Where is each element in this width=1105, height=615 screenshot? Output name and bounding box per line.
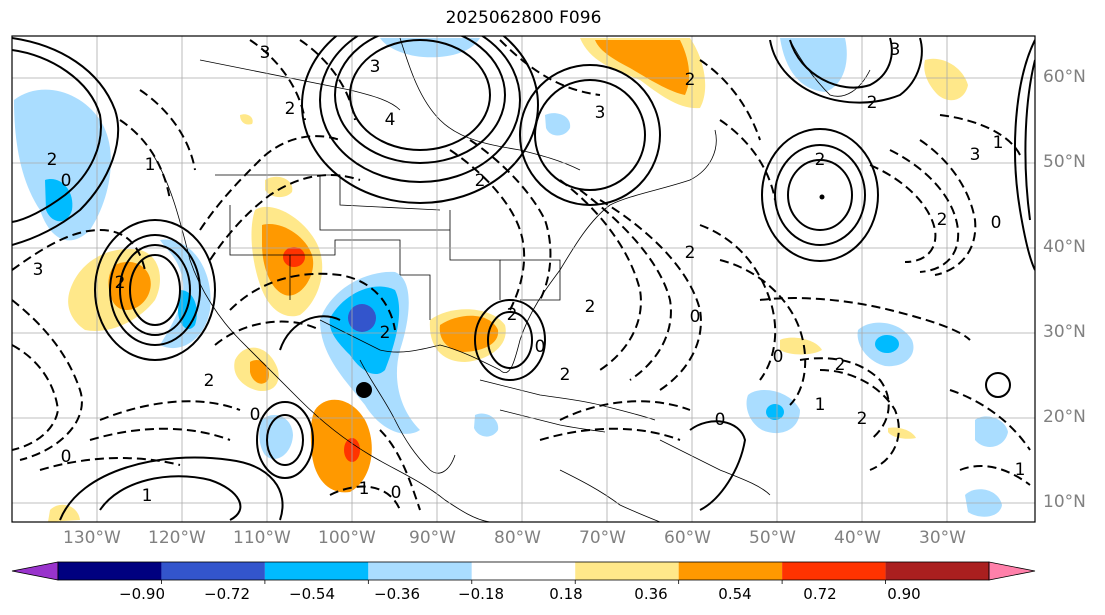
contour-label: 1 — [815, 395, 826, 415]
contour-label: 0 — [535, 337, 546, 357]
map-background — [12, 36, 1035, 522]
contour-label: 1 — [1015, 460, 1026, 480]
colorbar-tick: −0.54 — [289, 585, 335, 603]
contour-labels: 3 2 2 0 1 3 2 3 2 4 3 2 3 2 2 3 2 1 0 2 … — [33, 40, 1026, 506]
anomaly-blue-small — [545, 113, 571, 136]
contour-label: 0 — [690, 307, 701, 327]
colorbar-tick: 0.90 — [887, 585, 921, 603]
contour-label: 2 — [204, 371, 215, 391]
contour-label: 2 — [867, 93, 878, 113]
contour-label: 2 — [285, 99, 296, 119]
contour-label: 3 — [260, 43, 271, 63]
lon-label: 90°W — [409, 528, 456, 548]
lon-label: 60°W — [664, 528, 711, 548]
lon-label: 70°W — [579, 528, 626, 548]
anomaly-warm-south — [310, 399, 372, 493]
contour-label: 2 — [685, 243, 696, 263]
lat-label: 60°N — [1043, 67, 1086, 87]
contour-label: 3 — [970, 145, 981, 165]
contour-label: 1 — [359, 479, 370, 499]
contour-label: 2 — [560, 365, 571, 385]
graticule — [12, 36, 1035, 522]
anomaly-warm-west-peak — [283, 247, 305, 267]
contour-label: 0 — [61, 447, 72, 467]
lat-label: 40°N — [1043, 237, 1086, 257]
solid-contours — [12, 36, 1035, 521]
anomaly-warm-greenland — [924, 58, 968, 101]
lon-label: 120°W — [148, 528, 206, 548]
lon-label: 110°W — [233, 528, 291, 548]
contour-label: 2 — [937, 210, 948, 230]
contour-label: 2 — [380, 323, 391, 343]
colorbar-tick: 0.18 — [549, 585, 583, 603]
contour-label: 0 — [391, 483, 402, 503]
colorbar-tick: −0.72 — [204, 585, 250, 603]
colorbar-segment — [678, 562, 783, 580]
shaded-anomalies — [14, 38, 1008, 522]
colorbar-segment — [471, 562, 576, 580]
contour-label: 2 — [47, 150, 58, 170]
contour-label: 2 — [857, 409, 868, 429]
lat-label: 20°N — [1043, 407, 1086, 427]
contour-label: 2 — [115, 273, 126, 293]
contour-label: 1 — [993, 133, 1004, 153]
colorbar-tick: −0.90 — [119, 585, 165, 603]
coastlines — [149, 37, 871, 522]
contour-label: 2 — [835, 355, 846, 375]
colorbar-segment — [885, 562, 989, 580]
lon-label: 40°W — [834, 528, 881, 548]
contour-label: 0 — [715, 410, 726, 430]
contour-label: 2 — [585, 297, 596, 317]
contour-label: 3 — [370, 57, 381, 77]
lon-label: 30°W — [919, 528, 966, 548]
colorbar-tick: 0.54 — [718, 585, 752, 603]
map-title: 2025062800 F096 — [445, 8, 602, 28]
anomaly-blue-east — [975, 416, 1008, 447]
colorbar-tick: −0.18 — [458, 585, 504, 603]
colorbar-tick: −0.36 — [374, 585, 420, 603]
colorbar-segment — [782, 562, 886, 580]
contour-label: 0 — [773, 347, 784, 367]
lon-label: 50°W — [749, 528, 796, 548]
lon-label: 130°W — [63, 528, 121, 548]
lat-label: 50°N — [1043, 152, 1086, 172]
contour-label: 2 — [475, 171, 486, 191]
anomaly-blue-central-core — [348, 304, 376, 332]
contour-label: 0 — [250, 405, 261, 425]
colorbar-tick: 0.72 — [803, 585, 837, 603]
contour-label: 0 — [61, 171, 72, 191]
contour-label: 3 — [890, 40, 901, 60]
anomaly-blue-greenland — [780, 38, 847, 92]
contour-label: 3 — [33, 260, 44, 280]
center-dot-atlantic — [819, 194, 825, 200]
colorbar-outline — [57, 561, 990, 581]
colorbar-extend-low — [11, 561, 59, 581]
colorbar-segment — [575, 562, 679, 580]
colorbar-segment — [58, 562, 162, 580]
lat-label: 10°N — [1043, 492, 1086, 512]
colorbar — [11, 561, 1036, 584]
contour-label: 2 — [815, 150, 826, 170]
contour-label: 1 — [145, 155, 156, 175]
storm-center-dot — [356, 382, 372, 398]
contour-label: 2 — [685, 70, 696, 90]
colorbar-extend-high — [988, 561, 1036, 581]
map-frame — [11, 35, 1036, 523]
colorbar-segment — [264, 562, 369, 580]
dashed-contours — [12, 39, 1031, 511]
lat-label: 30°N — [1043, 322, 1086, 342]
contour-label: 2 — [507, 305, 518, 325]
lon-label: 80°W — [494, 528, 541, 548]
colorbar-tick: 0.36 — [634, 585, 668, 603]
anomaly-warm-small — [265, 176, 293, 198]
contour-label: 4 — [385, 110, 396, 130]
colorbar-segment — [161, 562, 265, 580]
contour-label: 1 — [142, 486, 153, 506]
colorbar-segment — [368, 562, 472, 580]
lon-label: 100°W — [318, 528, 376, 548]
contour-label: 0 — [991, 213, 1002, 233]
contour-label: 3 — [595, 103, 606, 123]
